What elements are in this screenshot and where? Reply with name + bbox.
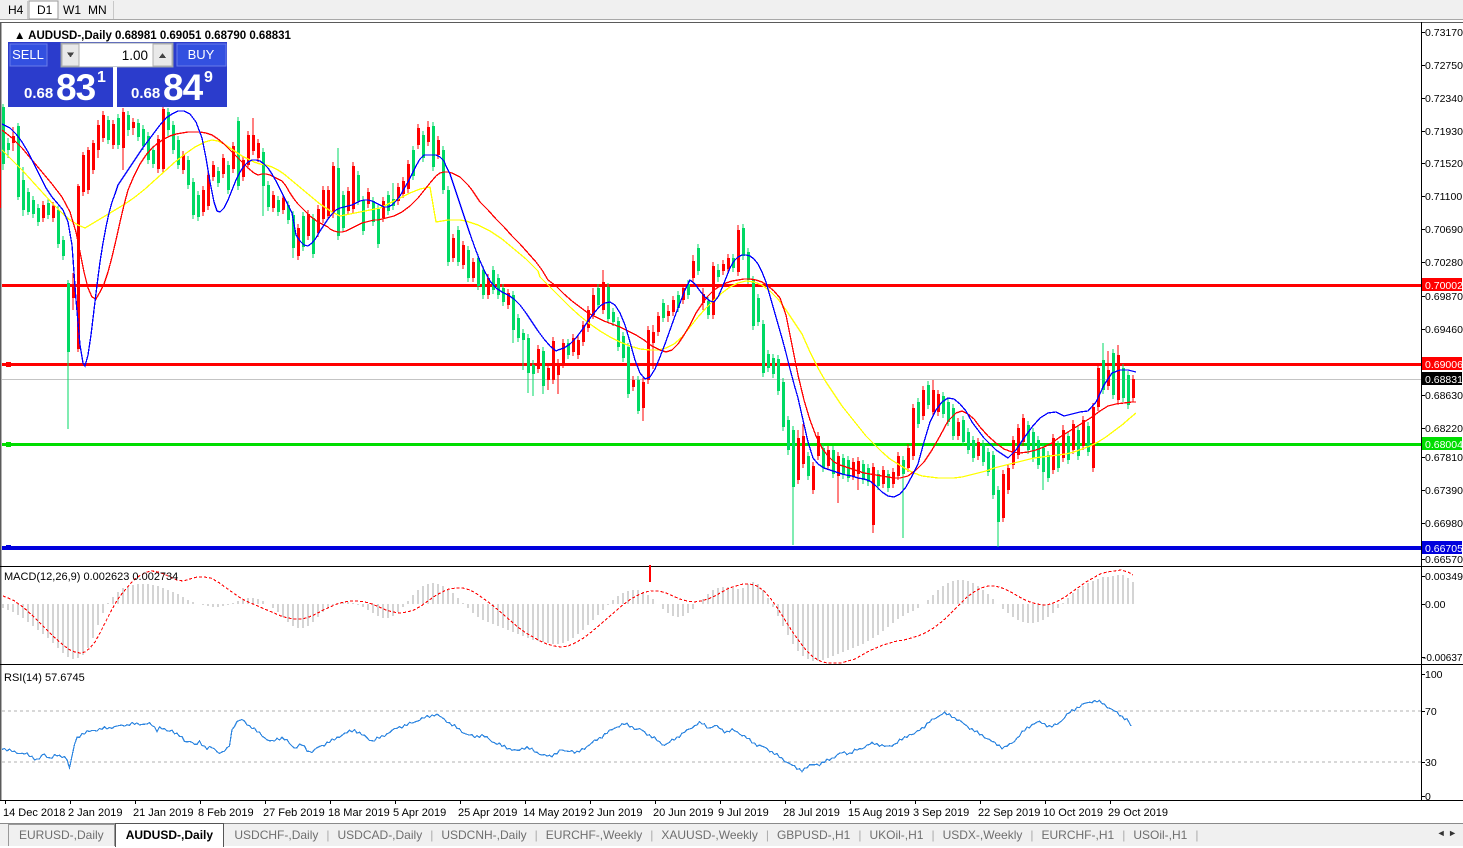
svg-text:9: 9: [204, 69, 213, 86]
svg-text:20 Jun 2019: 20 Jun 2019: [653, 807, 714, 819]
svg-text:25 Apr 2019: 25 Apr 2019: [458, 807, 517, 819]
svg-text:0.70280: 0.70280: [1425, 257, 1463, 269]
svg-text:14 May 2019: 14 May 2019: [523, 807, 587, 819]
svg-text:70: 70: [1425, 706, 1437, 718]
svg-text:RSI(14) 57.6745: RSI(14) 57.6745: [4, 672, 85, 684]
svg-text:83: 83: [56, 67, 96, 108]
svg-text:0.68: 0.68: [24, 85, 53, 102]
svg-text:0.66705: 0.66705: [1425, 543, 1463, 555]
svg-text:0.67810: 0.67810: [1425, 452, 1463, 464]
svg-text:2 Jun 2019: 2 Jun 2019: [588, 807, 642, 819]
svg-text:18 Mar 2019: 18 Mar 2019: [328, 807, 390, 819]
svg-text:27 Feb 2019: 27 Feb 2019: [263, 807, 325, 819]
svg-text:BUY: BUY: [188, 47, 215, 62]
svg-text:0.68: 0.68: [131, 85, 160, 102]
svg-text:0.00349: 0.00349: [1425, 571, 1463, 583]
svg-text:0.67390: 0.67390: [1425, 485, 1463, 497]
svg-text:MN: MN: [88, 3, 107, 17]
svg-text:21 Jan 2019: 21 Jan 2019: [133, 807, 194, 819]
svg-text:30: 30: [1425, 757, 1437, 769]
svg-text:0.68630: 0.68630: [1425, 390, 1463, 402]
svg-text:0.68004: 0.68004: [1425, 439, 1463, 451]
svg-text:29 Oct 2019: 29 Oct 2019: [1108, 807, 1168, 819]
svg-text:22 Sep 2019: 22 Sep 2019: [978, 807, 1040, 819]
svg-text:15 Aug 2019: 15 Aug 2019: [848, 807, 910, 819]
svg-text:0.71930: 0.71930: [1425, 126, 1463, 138]
svg-text:0.69870: 0.69870: [1425, 291, 1463, 303]
svg-text:0.70002: 0.70002: [1425, 280, 1463, 292]
svg-text:5 Apr 2019: 5 Apr 2019: [393, 807, 446, 819]
svg-text:14 Dec 2018: 14 Dec 2018: [3, 807, 65, 819]
svg-text:0.73170: 0.73170: [1425, 27, 1463, 39]
svg-text:3 Sep 2019: 3 Sep 2019: [913, 807, 969, 819]
svg-text:0.66570: 0.66570: [1425, 554, 1463, 566]
svg-text:0.70690: 0.70690: [1425, 224, 1463, 236]
svg-text:H4: H4: [8, 3, 24, 17]
svg-text:28 Jul 2019: 28 Jul 2019: [783, 807, 840, 819]
svg-text:0.66980: 0.66980: [1425, 518, 1463, 530]
svg-text:8 Feb 2019: 8 Feb 2019: [198, 807, 254, 819]
svg-text:0.68220: 0.68220: [1425, 423, 1463, 435]
svg-text:-0.00637: -0.00637: [1423, 653, 1463, 664]
svg-text:MACD(12,26,9) 0.002623 0.00273: MACD(12,26,9) 0.002623 0.002734: [4, 571, 178, 583]
svg-text:100: 100: [1425, 669, 1443, 681]
svg-text:0.72340: 0.72340: [1425, 93, 1463, 105]
svg-text:▲ AUDUSD-,Daily 0.68981 0.69: ▲ AUDUSD-,Daily 0.68981 0.69051 0.68790 …: [14, 30, 292, 42]
svg-text:10 Oct 2019: 10 Oct 2019: [1043, 807, 1103, 819]
svg-text:W1: W1: [63, 3, 81, 17]
svg-text:1: 1: [97, 69, 106, 86]
svg-text:0.72750: 0.72750: [1425, 60, 1463, 72]
svg-text:SELL: SELL: [12, 47, 44, 62]
svg-text:0.71520: 0.71520: [1425, 158, 1463, 170]
svg-text:0.68831: 0.68831: [1425, 374, 1463, 386]
svg-text:0.69006: 0.69006: [1425, 359, 1463, 371]
svg-text:0.00: 0.00: [1425, 599, 1446, 611]
svg-text:0.71100: 0.71100: [1425, 191, 1462, 203]
svg-text:D1: D1: [37, 3, 53, 17]
svg-text:0.69460: 0.69460: [1425, 324, 1463, 336]
svg-text:1.00: 1.00: [122, 48, 148, 63]
svg-text:0: 0: [1425, 791, 1431, 803]
svg-text:9 Jul 2019: 9 Jul 2019: [718, 807, 769, 819]
svg-text:2 Jan 2019: 2 Jan 2019: [68, 807, 122, 819]
svg-text:84: 84: [163, 67, 204, 108]
